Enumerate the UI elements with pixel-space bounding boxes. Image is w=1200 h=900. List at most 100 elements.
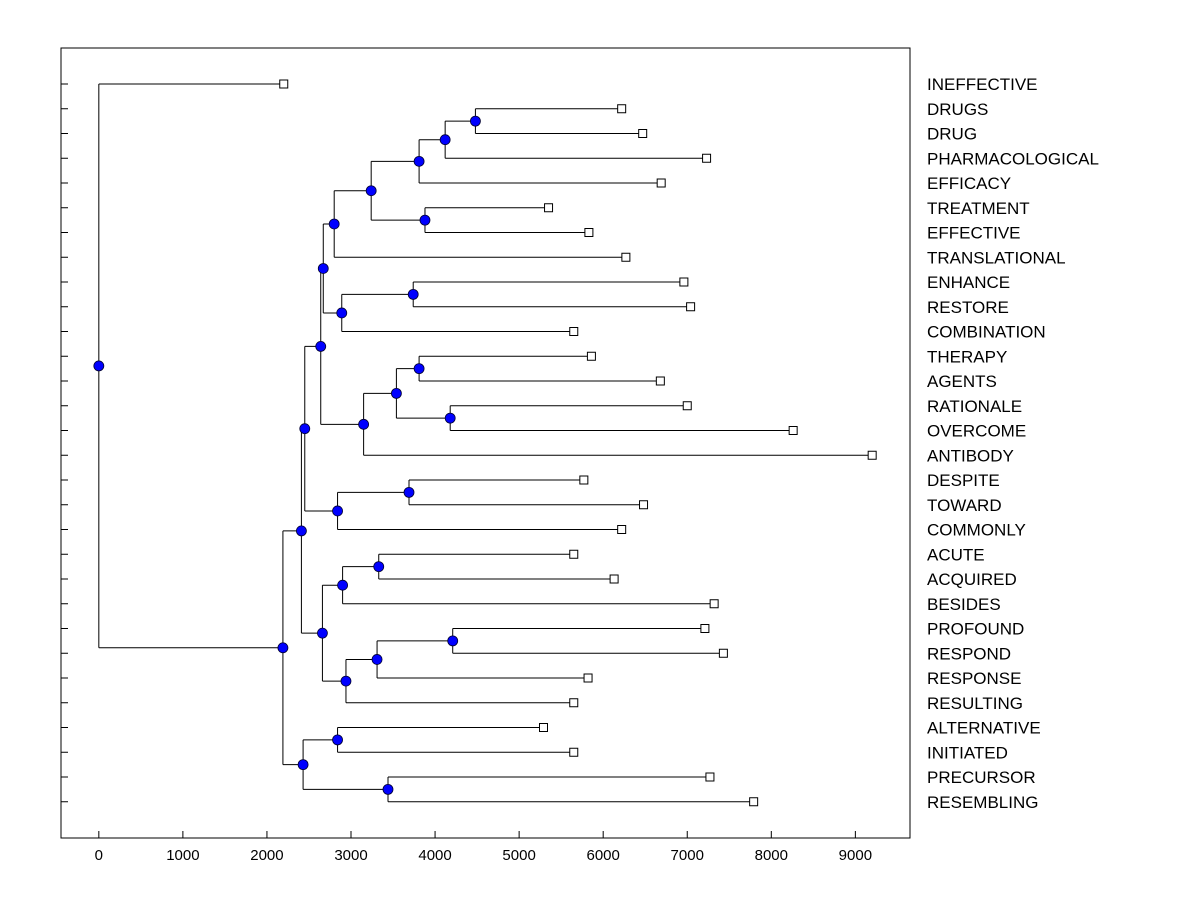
cluster-node	[328, 218, 340, 230]
leaf-label: TOWARD	[927, 496, 1002, 515]
leaf-label: BESIDES	[927, 595, 1001, 614]
cluster-node	[332, 505, 343, 517]
leaf-label: EFFICACY	[927, 174, 1011, 193]
x-tick-label: 0	[95, 847, 103, 864]
cluster-node	[317, 627, 328, 639]
leaf-marker	[569, 698, 579, 708]
leaf-label: OVERCOME	[927, 422, 1026, 441]
cluster-node	[470, 115, 481, 127]
leaf-label: ALTERNATIVE	[927, 719, 1041, 738]
leaf-label: ACQUIRED	[927, 570, 1017, 589]
leaf-marker	[656, 178, 666, 188]
leaf-marker	[279, 79, 289, 89]
leaf-label: THERAPY	[927, 347, 1007, 366]
leaf-label: DRUGS	[927, 100, 988, 119]
leaf-marker	[749, 797, 759, 807]
x-tick-label: 2000	[250, 847, 283, 864]
cluster-node	[413, 363, 425, 375]
cluster-node	[296, 525, 307, 537]
leaf-marker	[617, 525, 627, 534]
leaf-label: DESPITE	[927, 471, 1000, 490]
cluster-node	[444, 412, 456, 424]
cluster-node	[403, 486, 415, 498]
cluster-node	[332, 734, 343, 746]
dendrogram-links	[98, 83, 873, 803]
cluster-node	[371, 654, 383, 665]
x-tick-label: 9000	[839, 847, 872, 864]
leaf-marker	[655, 376, 665, 386]
leaf-label: PROFOUND	[927, 620, 1024, 639]
cluster-node	[413, 155, 425, 167]
cluster-node	[340, 675, 352, 687]
leaf-label: PRECURSOR	[927, 768, 1036, 787]
leaf-marker	[617, 104, 627, 114]
cluster-node	[297, 759, 309, 771]
leaf-marker	[586, 351, 596, 361]
leaf-marker	[621, 252, 631, 262]
cluster-node	[277, 642, 289, 654]
cluster-node	[337, 579, 348, 591]
leaf-label: DRUG	[927, 125, 977, 144]
cluster-node	[93, 360, 105, 372]
leaf-label: ENHANCE	[927, 273, 1010, 292]
leaf-label: PHARMACOLOGICAL	[927, 149, 1099, 168]
leaf-marker	[539, 723, 549, 732]
leaf-label: INITIATED	[927, 743, 1008, 762]
cluster-node	[336, 307, 348, 319]
x-tick-label: 5000	[502, 847, 535, 864]
leaf-marker	[579, 475, 589, 485]
cluster-node	[407, 288, 419, 300]
leaf-marker	[569, 327, 579, 336]
cluster-node	[382, 783, 394, 795]
cluster-node	[447, 635, 459, 647]
x-tick-label: 3000	[334, 847, 367, 864]
x-tick-label: 1000	[166, 847, 199, 864]
x-tick-label: 4000	[418, 847, 451, 864]
leaf-marker	[705, 772, 715, 782]
leaf-marker	[638, 129, 648, 138]
leaf-marker	[584, 228, 594, 237]
x-tick-label: 6000	[586, 847, 619, 864]
leaf-label: TREATMENT	[927, 199, 1030, 218]
cluster-node	[439, 134, 451, 146]
cluster-node	[419, 214, 431, 226]
plot-frame	[60, 47, 911, 839]
leaf-marker	[709, 599, 719, 609]
leaf-label: ACUTE	[927, 545, 985, 564]
leaf-label: RESEMBLING	[927, 793, 1038, 812]
x-tick-label: 7000	[671, 847, 704, 864]
leaf-marker	[569, 747, 579, 757]
leaf-marker	[788, 426, 798, 435]
leaf-marker	[544, 203, 554, 213]
leaf-label: COMMONLY	[927, 521, 1026, 540]
cluster-node	[299, 423, 311, 435]
cluster-node	[358, 418, 370, 430]
leaf-marker	[700, 624, 710, 633]
leaf-marker	[583, 673, 593, 683]
leaf-label: RESPONSE	[927, 669, 1021, 688]
leaf-label: RESULTING	[927, 694, 1023, 713]
leaf-marker	[682, 401, 692, 411]
leaf-marker	[702, 153, 712, 163]
cluster-node	[373, 561, 385, 573]
x-axis: 0 1000 2000 3000 4000 5000 6000 7000 8000 9000	[95, 831, 872, 864]
leaf-marker	[718, 648, 728, 658]
leaf-label: RATIONALE	[927, 397, 1022, 416]
leaf-label: INEFFECTIVE	[927, 75, 1038, 94]
leaf-marker	[609, 574, 619, 584]
leaf-marker	[569, 549, 579, 559]
leaf-label: RESPOND	[927, 644, 1011, 663]
dendrogram-nodes	[93, 115, 481, 795]
leaf-marker	[679, 277, 689, 287]
y-tick-marks	[61, 83, 68, 803]
cluster-node	[365, 185, 377, 197]
leaf-label: AGENTS	[927, 372, 997, 391]
leaf-label: RESTORE	[927, 298, 1009, 317]
leaf-label: TRANSLATIONAL	[927, 248, 1066, 267]
cluster-node	[390, 387, 402, 399]
x-tick-label: 8000	[755, 847, 788, 864]
cluster-node	[317, 263, 329, 274]
leaf-marker	[686, 302, 696, 312]
leaf-label: COMBINATION	[927, 323, 1046, 342]
